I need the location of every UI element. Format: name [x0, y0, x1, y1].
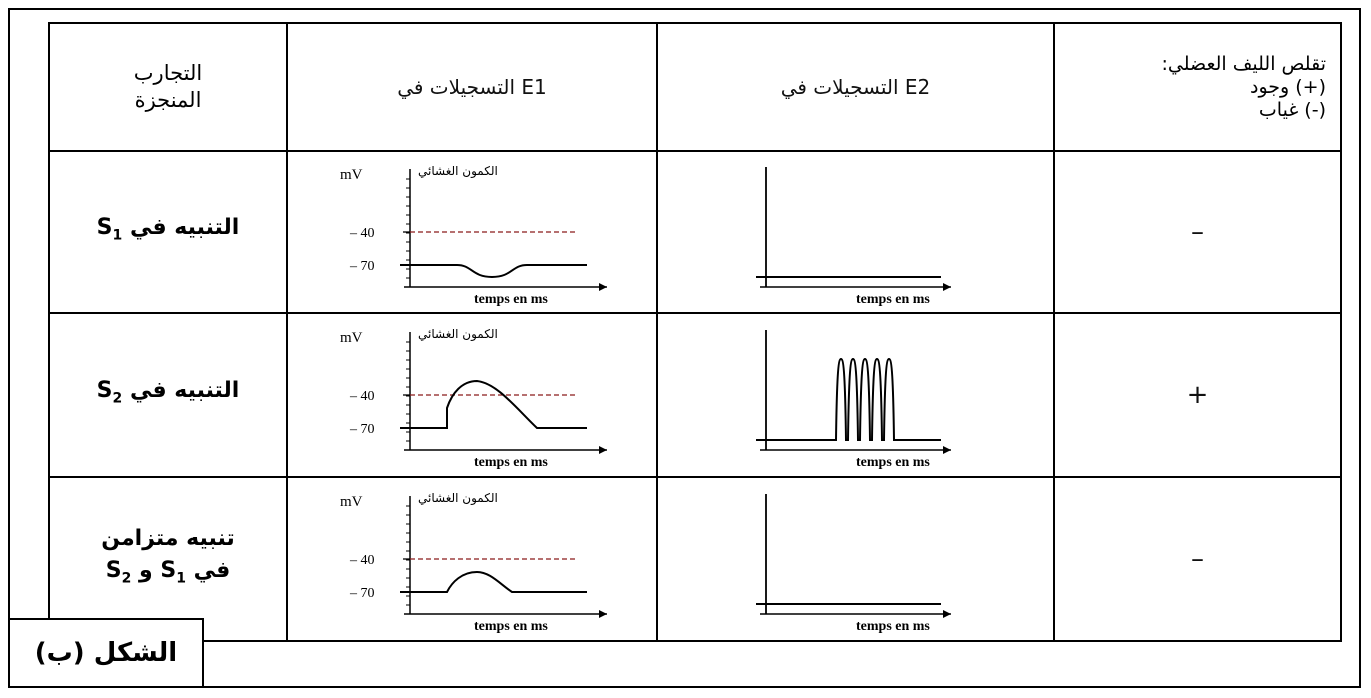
row-label-sub: 2 [112, 390, 123, 407]
experiment-table: التجارب المنجزة التسجيلات في E1 التسجيلا… [48, 22, 1342, 642]
figure-frame [8, 8, 1361, 688]
header-contraction: تقلص الليف العضلي: (+) وجود (-) غياب [1053, 22, 1342, 152]
x-axis-label: temps en ms [856, 455, 930, 470]
y-axis-unit-label: mV [340, 167, 363, 183]
tick-label-minus40: – 40 [349, 226, 375, 241]
tick-label-minus70: – 70 [349, 422, 375, 437]
tick-label-minus40: – 40 [349, 389, 375, 404]
e2-recording-plot: temps en ms [755, 494, 951, 634]
e1-membrane-potential-plot: mV الكمون الغشائي – 40 – 70 temps en ms [340, 327, 607, 470]
membrane-potential-trace [400, 264, 587, 279]
x-axis-arrow [942, 283, 951, 291]
row-label-text: التنبيه في S [96, 378, 240, 404]
row-label: تنبيه متزامن في S1 و S2 [48, 476, 288, 642]
x-axis-arrow [599, 446, 607, 454]
x-axis-arrow [599, 610, 607, 618]
x-axis-label: temps en ms [856, 292, 930, 307]
e1-cell: mV الكمون الغشائي – 40 – 70 temps en ms [286, 150, 658, 314]
x-axis-label: temps en ms [474, 619, 548, 634]
tick-label-minus40: – 40 [349, 553, 375, 568]
table-row: تنبيه متزامن في S1 و S2 mV الكمون الغشائي… [48, 476, 1342, 642]
header-experiments-line1: التجارب [133, 61, 203, 85]
membrane-potential-trace [400, 570, 587, 593]
y-axis-unit-label: mV [340, 330, 363, 346]
e2-cell: temps en ms [656, 150, 1055, 314]
figure-caption: الشكل (ب) [8, 618, 204, 688]
membrane-potential-trace [400, 379, 587, 429]
e2-cell: temps en ms [656, 476, 1055, 642]
e1-membrane-potential-plot: mV الكمون الغشائي – 40 – 70 temps en ms [340, 164, 607, 307]
x-axis-label: temps en ms [474, 292, 548, 307]
y-axis-title-label: الكمون الغشائي [418, 164, 498, 179]
row-label-sub2: 2 [121, 570, 132, 587]
header-experiments-line2: المنجزة [134, 88, 202, 112]
e2-trace [755, 357, 941, 441]
x-axis-label: temps en ms [856, 619, 930, 634]
y-axis-title-label: الكمون الغشائي [418, 327, 498, 342]
contraction-cell: – [1053, 150, 1342, 314]
contraction-sign: – [1191, 544, 1204, 574]
row-label-sub: 1 [112, 227, 123, 244]
e2-recording-plot: temps en ms [755, 167, 951, 307]
table-row: التنبيه في S2 mV الكمون الغشائي – 40 – 70 te… [48, 312, 1342, 478]
header-experiments: التجارب المنجزة [48, 22, 288, 152]
row-label-line2: في S [160, 558, 231, 584]
header-e2: التسجيلات في E2 [656, 22, 1055, 152]
header-e2-label: التسجيلات في E2 [780, 75, 931, 99]
x-axis-arrow [942, 446, 951, 454]
header-contraction-title: تقلص الليف العضلي: [1161, 52, 1326, 75]
header-e1-label: التسجيلات في E1 [397, 75, 547, 99]
table-row: التنبيه في S1 mV الكمون الغشائي – 40 – 70 te… [48, 150, 1342, 314]
e1-cell: mV الكمون الغشائي – 40 – 70 temps en ms [286, 312, 658, 478]
header-e1: التسجيلات في E1 [286, 22, 658, 152]
y-axis-title-label: الكمون الغشائي [418, 491, 498, 506]
header-contraction-absent: (-) غياب [1258, 98, 1326, 121]
e2-cell: temps en ms [656, 312, 1055, 478]
x-axis-arrow [942, 610, 951, 618]
row-label-mid: و S [105, 558, 161, 584]
e1-cell: mV الكمون الغشائي – 40 – 70 temps en ms [286, 476, 658, 642]
header-contraction-present: (+) وجود [1250, 75, 1326, 98]
row-label: التنبيه في S2 [48, 312, 288, 478]
y-axis-unit-label: mV [340, 494, 363, 510]
row-label-line1: تنبيه متزامن [101, 526, 235, 552]
contraction-cell: – [1053, 476, 1342, 642]
row-label-text: التنبيه في S [96, 215, 240, 241]
tick-label-minus70: – 70 [349, 586, 375, 601]
contraction-cell: + [1053, 312, 1342, 478]
row-label-sub1: 1 [176, 570, 186, 587]
tick-label-minus70: – 70 [349, 259, 375, 274]
contraction-sign: – [1191, 217, 1204, 247]
header-row: التجارب المنجزة التسجيلات في E1 التسجيلا… [48, 22, 1342, 152]
x-axis-label: temps en ms [474, 455, 548, 470]
x-axis-arrow [599, 283, 607, 291]
contraction-sign: + [1186, 380, 1209, 410]
row-label: التنبيه في S1 [48, 150, 288, 314]
e2-recording-plot: temps en ms [755, 330, 951, 470]
e1-membrane-potential-plot: mV الكمون الغشائي – 40 – 70 temps en ms [340, 491, 607, 634]
